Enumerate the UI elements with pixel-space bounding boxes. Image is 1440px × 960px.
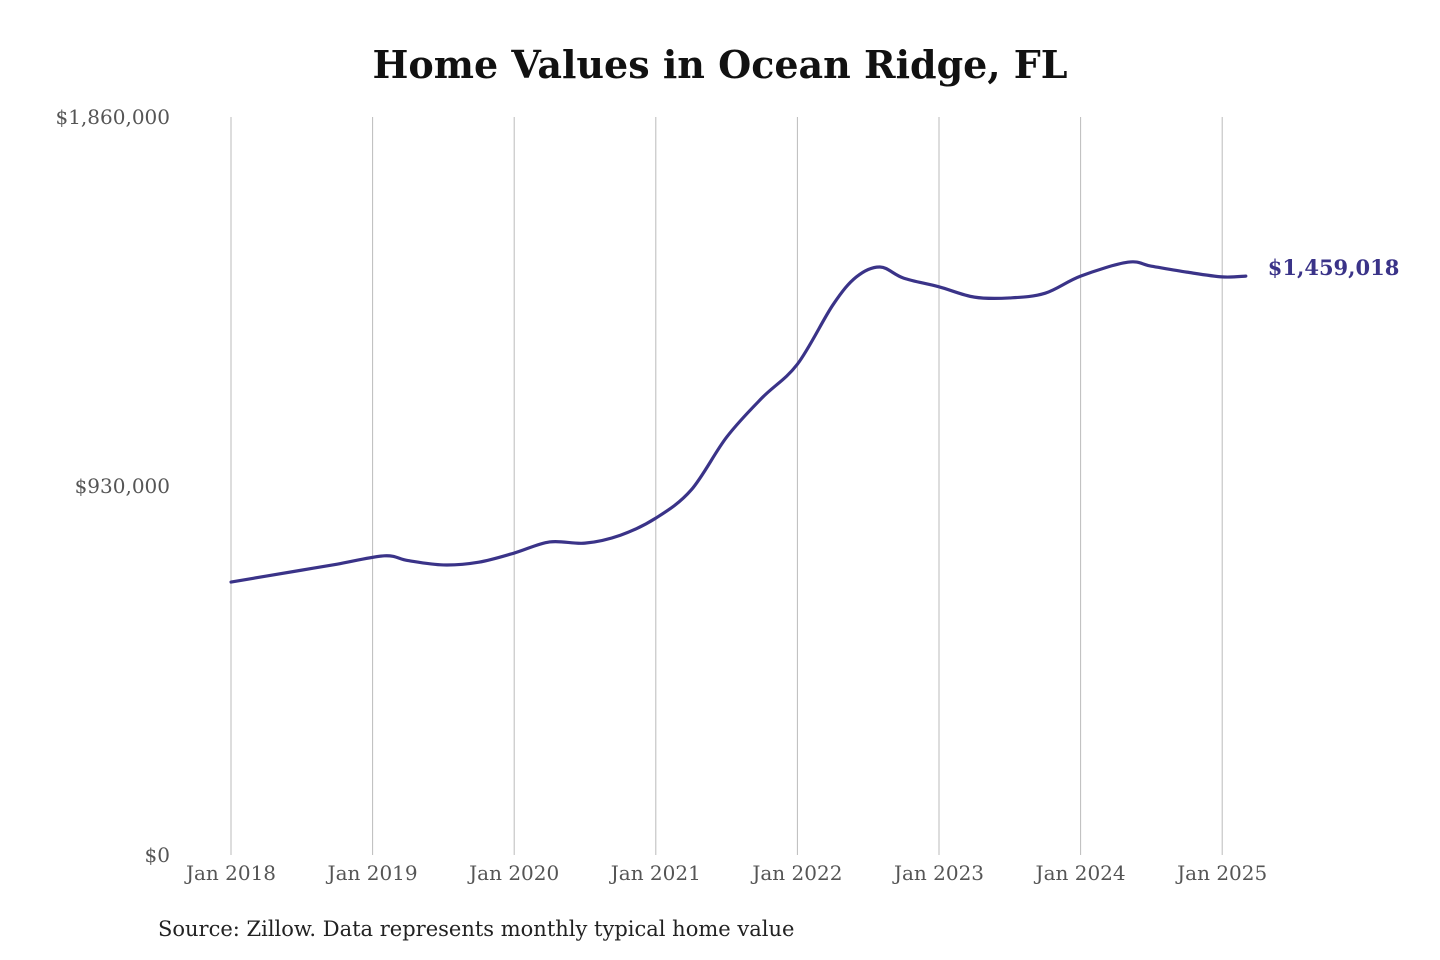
y-tick-label: $1,860,000: [55, 105, 170, 129]
chart-title: Home Values in Ocean Ridge, FL: [372, 42, 1068, 87]
x-tick-label: Jan 2025: [1175, 861, 1267, 885]
x-tick-label: Jan 2018: [184, 861, 276, 885]
y-tick-label: $0: [145, 843, 170, 867]
x-tick-label: Jan 2021: [609, 861, 701, 885]
x-tick-label: Jan 2022: [750, 861, 842, 885]
end-value-label: $1,459,018: [1268, 255, 1400, 280]
y-tick-label: $930,000: [75, 474, 170, 498]
x-tick-label: Jan 2024: [1034, 861, 1126, 885]
series-line: [229, 260, 1248, 584]
x-tick-label: Jan 2020: [467, 861, 559, 885]
source-note: Source: Zillow. Data represents monthly …: [158, 917, 795, 941]
x-tick-label: Jan 2023: [892, 861, 984, 885]
x-tick-label: Jan 2019: [326, 861, 418, 885]
